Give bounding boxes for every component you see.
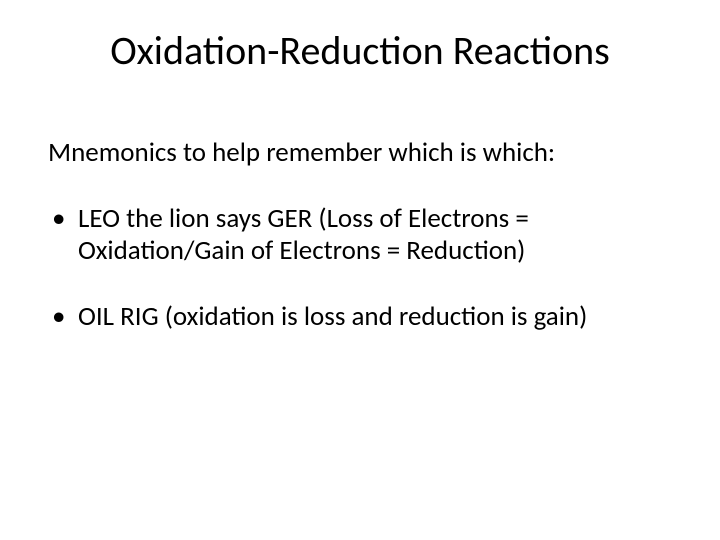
bullet-list: LEO the lion says GER (Loss of Electrons… <box>48 203 672 333</box>
bullet-item: OIL RIG (oxidation is loss and reduction… <box>78 301 672 333</box>
slide-title: Oxidation-Reduction Reactions <box>48 26 672 75</box>
bullet-item: LEO the lion says GER (Loss of Electrons… <box>78 203 672 267</box>
slide: Oxidation-Reduction Reactions Mnemonics … <box>0 0 720 540</box>
slide-subtitle: Mnemonics to help remember which is whic… <box>48 137 672 169</box>
